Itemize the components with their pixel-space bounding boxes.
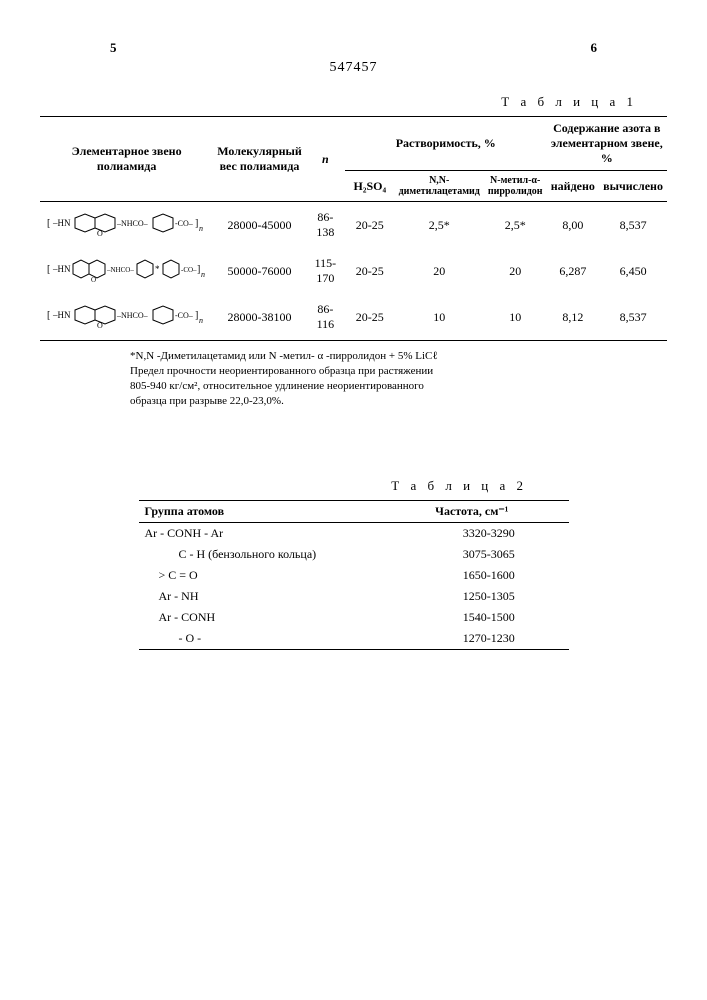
svg-text:]: ] — [195, 218, 198, 229]
t1-r2-dma: 20 — [395, 248, 484, 294]
svg-text:–HN: –HN — [52, 264, 71, 274]
t1-r2-mw: 50000-76000 — [213, 248, 306, 294]
t2-r4-f: 1250-1305 — [375, 586, 569, 607]
t1-r3-dma: 10 — [395, 294, 484, 341]
t1-r3-nfound: 8,12 — [547, 294, 600, 341]
svg-text:–HN: –HN — [52, 310, 71, 320]
svg-text:O: O — [97, 229, 103, 238]
svg-text:]: ] — [195, 310, 198, 321]
t2-r3-f: 1650-1600 — [375, 565, 569, 586]
t1-r1-mw: 28000-45000 — [213, 202, 306, 249]
t1-h-n: n — [306, 117, 345, 202]
svg-text:–NHCO–: –NHCO– — [106, 266, 134, 274]
svg-text:[: [ — [47, 218, 50, 229]
page-num-left: 5 — [110, 40, 117, 56]
t1-r3-ncalc: 8,537 — [599, 294, 667, 341]
table-row: > C = O 1650-1600 — [139, 565, 569, 586]
t1-r3-n: 86-116 — [306, 294, 345, 341]
t1-r1-nmp: 2,5* — [484, 202, 547, 249]
t1-r1-dma: 2,5* — [395, 202, 484, 249]
svg-text:n: n — [199, 316, 203, 325]
t2-r3-g: > C = O — [139, 565, 376, 586]
svg-text:[: [ — [47, 310, 50, 321]
t2-r5-g: Ar - CONH — [139, 607, 376, 628]
t2-r2-f: 3075-3065 — [375, 544, 569, 565]
t1-r2-nfound: 6,287 — [547, 248, 600, 294]
document-number: 547457 — [40, 60, 667, 76]
t1-h-nfound: найдено — [547, 171, 600, 202]
t1-r1-nfound: 8,00 — [547, 202, 600, 249]
t2-r5-f: 1540-1500 — [375, 607, 569, 628]
table-row: Ar - CONH 1540-1500 — [139, 607, 569, 628]
t1-r1-n: 86-138 — [306, 202, 345, 249]
t1-r1-ncalc: 8,537 — [599, 202, 667, 249]
svg-text:O: O — [97, 321, 103, 330]
svg-text:O: O — [91, 276, 96, 284]
t1-r3-mw: 28000-38100 — [213, 294, 306, 341]
table2-title: Т а б л и ц а 2 — [40, 478, 667, 494]
svg-text:–NHCO–: –NHCO– — [116, 311, 149, 320]
t1-h-h2so4: H₂SO₄ — [345, 171, 395, 202]
t1-h-nmp: N-метил-α-пирролидон — [484, 171, 547, 202]
t1-r3-h2so4: 20-25 — [345, 294, 395, 341]
svg-text:–NHCO–: –NHCO– — [116, 219, 149, 228]
t1-r1-h2so4: 20-25 — [345, 202, 395, 249]
table1: Элементарное звено полиамида Молекулярны… — [40, 116, 667, 341]
t2-h-group: Группа атомов — [139, 501, 376, 523]
table1-title: Т а б л и ц а 1 — [40, 94, 667, 110]
svg-text:-CO–: -CO– — [175, 219, 194, 228]
t1-h-mw: Молекулярный вес полиамида — [213, 117, 306, 202]
t1-h-struct: Элементарное звено полиамида — [40, 117, 213, 202]
table-row: Ar - CONH - Ar 3320-3290 — [139, 523, 569, 545]
svg-text:n: n — [201, 270, 205, 279]
svg-text:*: * — [155, 264, 160, 274]
t1-h-ncalc: вычислено — [599, 171, 667, 202]
table1-footnote: *N,N -Диметилацетамид или N -метил- α -п… — [130, 349, 610, 408]
t2-r6-f: 1270-1230 — [375, 628, 569, 650]
svg-text:[: [ — [47, 264, 50, 275]
t2-r1-f: 3320-3290 — [375, 523, 569, 545]
svg-text:–HN: –HN — [52, 218, 71, 228]
t1-h-solub: Растворимость, % — [345, 117, 547, 171]
t1-r3-nmp: 10 — [484, 294, 547, 341]
table-row: Ar - NH 1250-1305 — [139, 586, 569, 607]
struct-formula-1: [ –HN O –NHCO– -CO– ] n — [40, 202, 213, 249]
table-row: - O - 1270-1230 — [139, 628, 569, 650]
footnote-line4: образца при разрыве 22,0-23,0%. — [130, 394, 610, 409]
t1-r2-nmp: 20 — [484, 248, 547, 294]
t1-r2-h2so4: 20-25 — [345, 248, 395, 294]
svg-text:-CO–: -CO– — [175, 311, 194, 320]
t1-r2-ncalc: 6,450 — [599, 248, 667, 294]
svg-text:n: n — [199, 224, 203, 233]
t2-r2-g: C - H (бензольного кольца) — [139, 544, 376, 565]
footnote-line3: 805-940 кг/см², относительное удлинение … — [130, 379, 610, 394]
table-row: [ –HN O –NHCO– -CO– ] n 28000-38100 86-1… — [40, 294, 667, 341]
svg-text:-CO–: -CO– — [181, 266, 197, 274]
table-row: C - H (бензольного кольца) 3075-3065 — [139, 544, 569, 565]
page-num-right: 6 — [591, 40, 598, 56]
t1-h-dma: N,N-диметилацетамид — [395, 171, 484, 202]
t1-r2-n: 115-170 — [306, 248, 345, 294]
footnote-line1: *N,N -Диметилацетамид или N -метил- α -п… — [130, 349, 610, 364]
struct-formula-3: [ –HN O –NHCO– -CO– ] n — [40, 294, 213, 341]
svg-text:]: ] — [197, 264, 200, 275]
struct-formula-2: [ –HN O –NHCO– * -CO– ] n — [40, 248, 213, 294]
table-row: [ –HN O –NHCO– * -CO– ] n 50000-7600 — [40, 248, 667, 294]
t2-r6-g: - O - — [139, 628, 376, 650]
footnote-line2: Предел прочности неориентированного обра… — [130, 364, 610, 379]
table-row: [ –HN O –NHCO– -CO– ] n 28000-45000 86-1… — [40, 202, 667, 249]
table2: Группа атомов Частота, см⁻¹ Ar - CONH - … — [139, 500, 569, 650]
t2-h-freq: Частота, см⁻¹ — [375, 501, 569, 523]
t2-r1-g: Ar - CONH - Ar — [139, 523, 376, 545]
t2-r4-g: Ar - NH — [139, 586, 376, 607]
t1-h-nitrogen: Содержание азота в элементарном звене, % — [547, 117, 667, 171]
